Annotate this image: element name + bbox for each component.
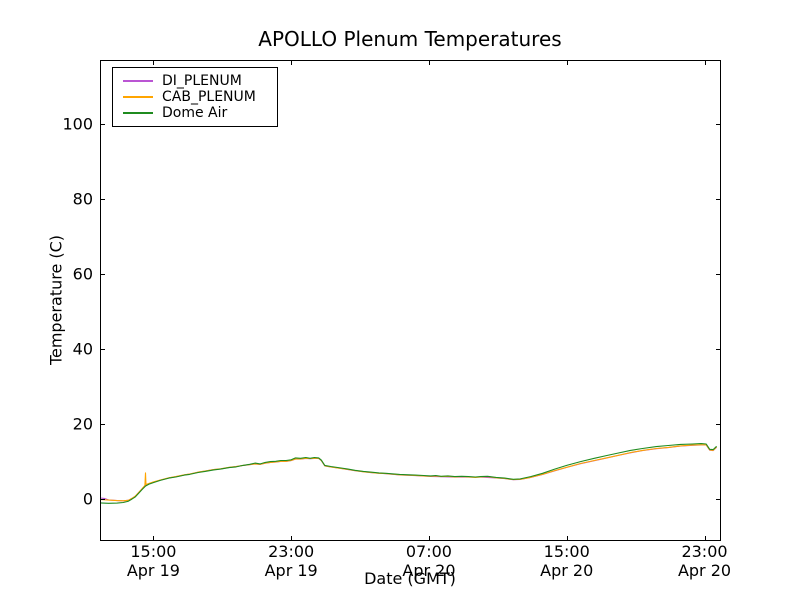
- x-tick-label-time: 15:00: [544, 542, 590, 561]
- x-tick-label-time: 23:00: [268, 542, 314, 561]
- y-tick-label: 60: [73, 264, 93, 283]
- y-tick-label: 40: [73, 339, 93, 358]
- legend-line-swatch: [123, 112, 153, 114]
- axes-spines: [100, 60, 721, 541]
- y-tick-label: 20: [73, 414, 93, 433]
- legend-line-swatch: [123, 80, 153, 82]
- legend-line-swatch: [123, 96, 153, 98]
- y-tick-label: 100: [62, 114, 93, 133]
- y-axis-label: Temperature (C): [46, 234, 66, 366]
- legend-entry-di-plenum: DI_PLENUM: [123, 73, 269, 89]
- x-tick-label-time: 07:00: [406, 542, 452, 561]
- series-line-cab-plenum: [99, 444, 717, 502]
- x-tick-label-date: Apr 20: [540, 561, 593, 580]
- legend: DI_PLENUM CAB_PLENUM Dome Air: [112, 67, 278, 127]
- chart-title: APOLLO Plenum Temperatures: [258, 27, 562, 51]
- x-tick-label-date: Apr 19: [127, 561, 180, 580]
- x-tick-label-date: Apr 19: [265, 561, 318, 580]
- legend-label: CAB_PLENUM: [162, 89, 256, 105]
- legend-entry-cab-plenum: CAB_PLENUM: [123, 89, 269, 105]
- x-tick-label-time: 23:00: [681, 542, 727, 561]
- legend-entry-dome-air: Dome Air: [123, 105, 269, 121]
- x-tick-label-date: Apr 20: [678, 561, 731, 580]
- x-axis-label: Date (GMT): [364, 569, 456, 588]
- legend-label: Dome Air: [162, 105, 228, 121]
- y-tick-label: 80: [73, 189, 93, 208]
- x-tick-label-time: 15:00: [130, 542, 176, 561]
- x-tick-label-date: Apr 20: [402, 561, 455, 580]
- y-tick-label: 0: [83, 489, 93, 508]
- series-line-dome-air: [99, 443, 717, 504]
- legend-label: DI_PLENUM: [162, 73, 242, 89]
